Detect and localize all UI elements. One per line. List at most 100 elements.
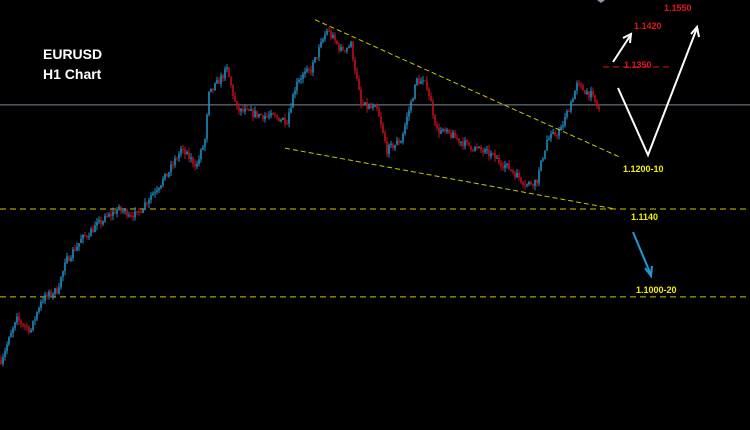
candle [582,83,584,91]
candle [308,67,310,74]
candle [296,77,298,95]
candle [390,141,392,148]
candle-body [598,106,600,110]
candle [332,32,334,40]
candle-body [520,177,522,183]
candle-body [550,133,552,139]
candle-body [396,140,398,145]
candle [562,121,564,131]
candle-body [88,236,90,238]
candle [322,37,324,44]
candle-body [544,150,546,159]
candle [226,64,228,73]
candle-body [0,359,2,364]
candle [382,121,384,134]
candle-body [494,153,496,159]
candle-body [332,34,334,38]
candle-body [522,182,524,185]
candle-body [564,116,566,126]
candle-body [344,50,346,52]
candle [138,207,140,216]
candle [38,306,40,315]
candle [456,133,458,141]
candle-body [8,337,10,345]
candle-body [202,146,204,150]
candle-body [438,127,440,134]
candle [578,79,580,88]
candle [346,47,348,54]
candle [426,75,428,92]
candle [326,28,328,36]
candle [474,145,476,152]
candle-body [144,202,146,210]
candle-body [322,39,324,42]
candle-body [172,164,174,166]
candle [114,208,116,215]
candle-body [240,108,242,112]
candle [144,198,146,211]
candle-body [152,193,154,196]
candle [502,161,504,171]
candle-body [546,139,548,151]
candle-body [582,85,584,91]
candle [166,173,168,177]
candle-body [274,114,276,116]
candle [422,76,424,85]
candle-body [392,143,394,149]
candle [518,170,520,181]
candle-body [236,101,238,108]
candle [172,160,174,170]
candle-body [526,184,528,186]
candle-body [56,288,58,294]
candle-body [448,129,450,134]
candle-body [270,113,272,116]
candle [44,291,46,305]
candle [56,286,58,295]
candle-body [252,109,254,117]
candle-body [268,115,270,117]
candle [250,104,252,112]
candle-body [110,214,112,216]
candle [146,201,148,207]
candle-body [342,47,344,51]
candle-body [94,225,96,233]
candle-body [496,157,498,159]
candle-body [286,123,288,125]
candle [148,197,150,209]
candle-body [76,246,78,251]
candle-body [462,141,464,147]
candle [142,209,144,214]
candle [254,106,256,119]
candle-body [530,182,532,185]
candle-body [532,184,534,186]
candle-body [444,129,446,132]
candle [570,99,572,114]
candle [408,106,410,122]
candle [358,75,360,91]
candle-body [156,190,158,193]
candle-body [360,89,362,104]
candle [36,311,38,322]
candle [48,289,50,300]
candle-body [472,149,474,151]
candle-body [154,192,156,194]
candle [46,292,48,300]
candle-body [490,153,492,157]
candle [586,88,588,96]
candle [324,30,326,42]
candle [314,56,316,64]
bull-arrow-small-icon [612,32,633,63]
candle-body [200,149,202,160]
candle [374,104,376,107]
candle [284,113,286,128]
candle [98,216,100,225]
candle [494,149,496,162]
candle [530,180,532,186]
candle [160,184,162,190]
candle-body [2,357,4,364]
candle [496,154,498,159]
candle [10,329,12,338]
candle-body [374,105,376,107]
candle [306,65,308,73]
candle [154,188,156,198]
